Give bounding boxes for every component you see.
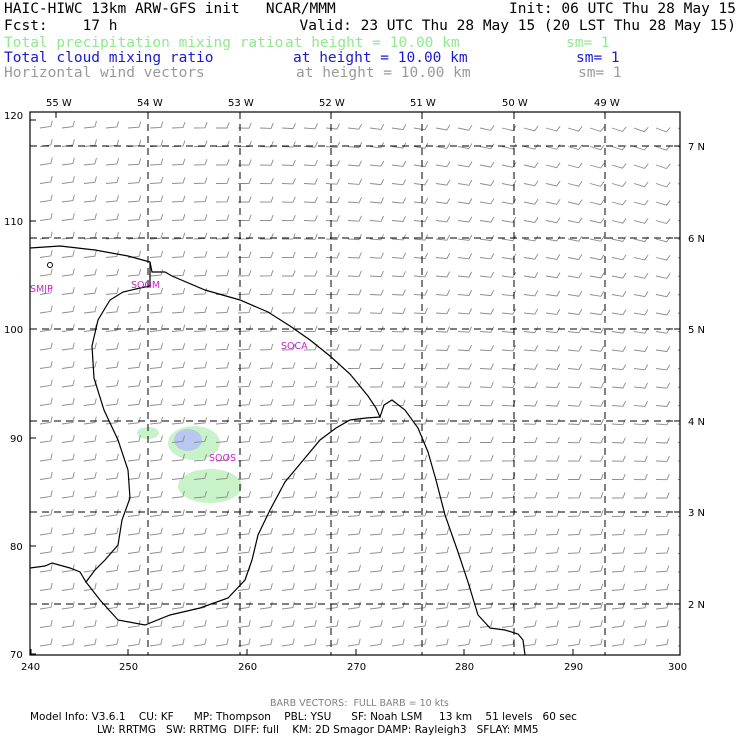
border-line (30, 262, 151, 584)
lon-label: 54 W (137, 98, 163, 109)
lat-label: 5 N (688, 325, 705, 336)
lon-label: 53 W (228, 98, 254, 109)
station-label: SOOS (209, 453, 236, 464)
field-precip-name: Total precipitation mixing ratio (4, 35, 284, 51)
station-label: SOCA (281, 341, 308, 352)
plot-frame (29, 111, 681, 656)
precip-area (137, 427, 159, 439)
field-cloud-name: Total cloud mixing ratio (4, 50, 214, 66)
wind-barb-set (39, 120, 680, 647)
y-tick-label: 120 (4, 111, 23, 122)
x-tick-label: 300 (668, 662, 687, 673)
station-label: SOGM (131, 280, 160, 291)
lat-label: 4 N (688, 417, 705, 428)
field-cloud-sm: sm= 1 (576, 50, 620, 66)
lat-label: 6 N (688, 234, 705, 245)
field-wind-name: Horizontal wind vectors (4, 65, 205, 81)
cloud-area (174, 429, 202, 451)
field-wind-sm: sm= 1 (578, 65, 622, 81)
y-tick-label: 90 (10, 434, 23, 445)
island-marker (47, 262, 53, 268)
wind-barbs (39, 120, 680, 647)
lat-label: 2 N (688, 600, 705, 611)
y-tick-label: 80 (10, 542, 23, 553)
y-tick-label: 100 (4, 325, 23, 336)
lon-label: 52 W (319, 98, 345, 109)
field-precip-sm: sm= 1 (566, 35, 610, 51)
lon-label: 50 W (502, 98, 528, 109)
field-precip-level: at height = 10.00 km (285, 35, 460, 51)
station-label: SMJP (30, 284, 53, 295)
x-tick-label: 270 (347, 662, 366, 673)
lat-label: 7 N (688, 142, 705, 153)
lon-label: 51 W (410, 98, 436, 109)
x-tick-label: 240 (21, 662, 40, 673)
x-tick-label: 290 (564, 662, 583, 673)
x-tick-label: 250 (119, 662, 138, 673)
border-line (85, 416, 381, 626)
coastline (30, 245, 526, 655)
init-time: Init: 06 UTC Thu 28 May 15 (509, 1, 736, 17)
lat-lon-grid (30, 112, 680, 655)
lon-label: 49 W (594, 98, 620, 109)
forecast-hour: Fcst: 17 h (4, 18, 118, 34)
field-cloud-level: at height = 10.00 km (293, 50, 468, 66)
y-tick-label: 110 (4, 217, 23, 228)
x-tick-label: 260 (238, 662, 257, 673)
valid-time: Valid: 23 UTC Thu 28 May 15 (20 LST Thu … (299, 18, 737, 34)
precip-area (178, 469, 242, 503)
axis-ticks (30, 112, 681, 655)
x-tick-label: 280 (455, 662, 474, 673)
lon-label: 55 W (46, 98, 72, 109)
coast-line (30, 245, 526, 655)
lat-label: 3 N (688, 508, 705, 519)
tick-marks (30, 112, 681, 655)
stations: SMJP SOGM SOCA SOOS (30, 280, 308, 464)
y-tick-label: 70 (10, 650, 23, 661)
field-shading (137, 426, 242, 503)
plot-title: HAIC-HIWC 13km ARW-GFS init NCAR/MMM (4, 1, 336, 17)
field-wind-level: at height = 10.00 km (296, 65, 471, 81)
model-info-line1: Model Info: V3.6.1 CU: KF MP: Thompson P… (30, 711, 577, 723)
barb-legend: BARB VECTORS: FULL BARB = 10 kts (270, 698, 449, 709)
model-info-line2: LW: RRTMG SW: RRTMG DIFF: full KM: 2D Sm… (97, 724, 539, 736)
